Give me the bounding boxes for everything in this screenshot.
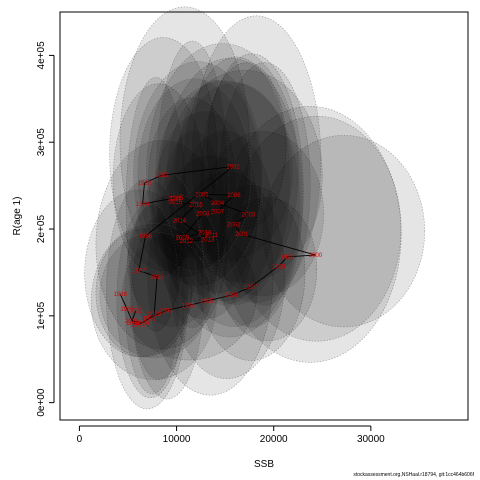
ellipse-2014 [155,40,230,329]
y-axis: 0e+00 1e+05 2e+05 3e+05 4e+05 [36,41,55,417]
year-label-2011: 2011 [205,233,219,239]
year-label-2007: 2007 [211,210,225,216]
ellipse-2013 [175,129,275,306]
footer-credit: stockassessment.org,NSHaal.r18794, git:1… [353,472,474,478]
ellipse-1999 [232,115,402,342]
ellipse-2003 [218,62,311,306]
year-label-1996: 1996 [225,293,239,299]
ellipse-1981 [207,62,287,230]
year-label-2022: 2022 [129,309,143,315]
ellipse-2005 [157,80,293,263]
ellipse-1988 [84,189,195,358]
year-label-1981: 1981 [226,165,240,171]
ellipse-2017 [137,78,252,271]
x-tick-label: 20000 [260,434,288,445]
ellipse-2016 [133,61,264,287]
year-label-2021: 2021 [125,319,139,325]
ellipse-2018 [127,193,220,327]
y-axis-label: R(age 1) [12,197,23,236]
ellipse-2011 [168,82,301,327]
y-tick-label: 1e+05 [36,301,47,330]
ellipse-2010 [157,57,304,338]
year-label-1999: 1999 [281,255,295,261]
year-label-1987: 1987 [132,269,146,275]
y-tick-label: 4e+05 [36,41,47,70]
year-label-2010: 2010 [198,230,212,236]
year-label-2005: 2005 [195,192,209,198]
year-label-1985: 1985 [170,196,184,202]
ellipse-2007 [182,56,291,305]
x-tick-label: 0 [77,434,83,445]
y-tick-label: 3e+05 [36,128,47,157]
ellipse-2020 [124,203,180,395]
year-label-2016: 2016 [169,200,183,206]
y-tick-label: 0e+00 [36,388,47,417]
year-label-2003: 2003 [242,212,256,218]
year-label-1993: 1993 [159,309,173,315]
year-label-2004: 2004 [211,201,225,207]
year-label-1989: 1989 [120,307,134,313]
uncertainty-ellipses [84,6,425,410]
ellipse-1998 [219,106,402,363]
year-label-2001: 2001 [235,232,249,238]
x-axis: 0 10000 20000 30000 [77,425,385,445]
year-label-1982: 1982 [155,173,169,179]
year-label-1991: 1991 [132,323,146,329]
year-label-2013: 2013 [201,237,215,243]
year-label-2015: 2015 [189,203,203,209]
ellipse-2006 [191,15,322,304]
year-label-1997: 1997 [244,285,258,291]
ellipse-1990 [106,178,189,410]
stock-recruit-path [119,165,316,325]
ellipse-1993 [121,228,257,361]
x-tick-label: 10000 [163,434,191,445]
year-label-2009: 2009 [176,236,190,242]
year-label-1983: 1983 [138,181,152,187]
year-label-2006: 2006 [227,193,241,199]
ellipse-2022 [99,231,211,359]
year-label-1998: 1998 [272,264,286,270]
year-label-1994: 1994 [182,303,196,309]
year-label-2017: 2017 [168,197,182,203]
ellipse-1989 [95,228,192,358]
year-label-2019: 2019 [148,312,162,318]
year-label-2020: 2020 [136,321,150,327]
year-label-1988: 1988 [114,292,128,298]
year-label-1992: 1992 [143,316,157,322]
year-label-2002: 2002 [227,223,241,229]
plot-frame [59,11,469,421]
year-label-2012: 2012 [180,239,194,245]
x-tick-label: 30000 [357,434,385,445]
year-label-2018: 2018 [150,275,164,281]
year-label-1990: 1990 [126,321,140,327]
year-label-1984: 1984 [136,202,150,208]
y-tick-label: 2e+05 [36,215,47,244]
year-label-2014: 2014 [173,218,187,224]
x-axis-label: SSB [254,459,274,470]
year-label-2008: 2008 [196,211,210,217]
year-label-1986: 1986 [139,234,153,240]
ellipse-2000 [262,135,425,328]
year-label-1995: 1995 [200,299,214,305]
ellipse-2021 [90,223,217,380]
year-label-2000: 2000 [309,253,323,259]
ellipse-1985 [148,97,235,259]
ellipse-2019 [129,172,205,400]
